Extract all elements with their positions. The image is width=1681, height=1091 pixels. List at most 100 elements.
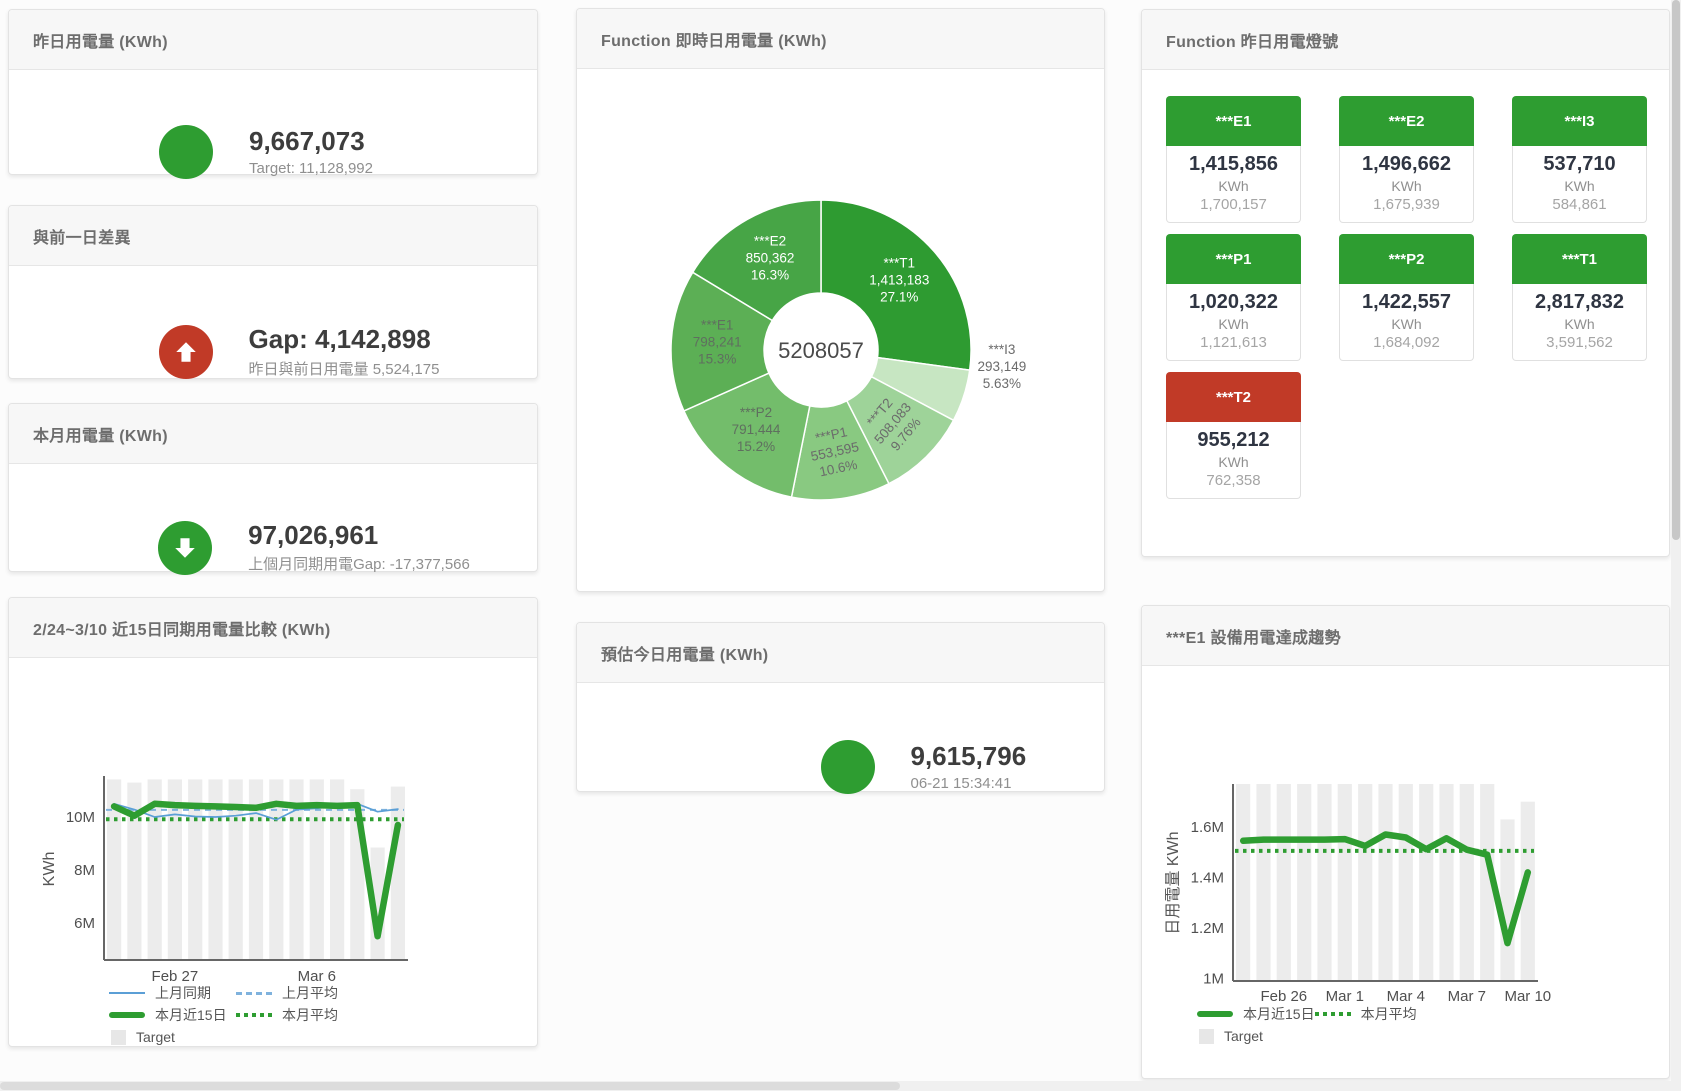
stat-row: 97,026,961 上個月同期用電Gap: -17,377,566: [9, 464, 537, 631]
legend-swatch-dotted: [1314, 1012, 1351, 1016]
vertical-scrollbar-thumb[interactable]: [1672, 0, 1680, 540]
legend-item[interactable]: 上月同期: [109, 983, 236, 1003]
x-tick-label: Mar 4: [1387, 988, 1425, 1005]
card-title: 本月用電量 (KWh): [33, 427, 168, 445]
donut-slice-E2[interactable]: [691, 199, 822, 322]
card-title: 預估今日用電量 (KWh): [601, 646, 769, 664]
vertical-scrollbar-track[interactable]: [1671, 0, 1681, 1091]
legend-item[interactable]: 本月近15日: [1197, 1004, 1315, 1024]
light-tile-target: 3,591,562: [1546, 334, 1613, 351]
card-compare-chart: 2/24~3/10 近15日同期用電量比較 (KWh) 6M 8M 10M Feb 2…: [8, 597, 538, 1047]
light-tile-T2: ***T2 955,212 KWh 762,358: [1166, 372, 1301, 499]
target-bar: [390, 786, 405, 960]
legend-item[interactable]: 本月平均: [1314, 1004, 1429, 1024]
light-tile-target: 584,861: [1552, 196, 1607, 213]
target-bar: [1459, 784, 1474, 981]
light-tile-unit: KWh: [1564, 178, 1595, 194]
target-bar: [1419, 784, 1434, 981]
light-tile-T1: ***T1 2,817,832 KWh 3,591,562: [1512, 234, 1647, 361]
legend-item[interactable]: 上月平均: [236, 983, 363, 1003]
x-tick-label: Mar 10: [1504, 988, 1551, 1005]
donut-slice-label: ***T1 1,413,183 27.1%: [869, 256, 929, 305]
light-tile-value: 2,817,832: [1535, 291, 1624, 313]
horizontal-scrollbar-thumb[interactable]: [0, 1082, 900, 1090]
donut-slice-P2[interactable]: [682, 372, 811, 498]
light-tile-E2: ***E2 1,496,662 KWh 1,675,939: [1339, 96, 1474, 223]
target-bar: [1297, 784, 1312, 981]
stat-row: 9,667,073 Target: 11,128,992: [9, 70, 537, 234]
target-bar: [107, 779, 122, 960]
y-tick-label: 1.6M: [1191, 819, 1224, 836]
target-bar: [147, 779, 162, 960]
legend-row: 上月同期 上月平均: [109, 982, 363, 1004]
card-header: 2/24~3/10 近15日同期用電量比較 (KWh): [9, 598, 537, 658]
light-tile-target: 1,121,613: [1200, 334, 1267, 351]
x-tick-label: Mar 1: [1326, 988, 1364, 1005]
y-tick-label: 1.2M: [1191, 920, 1224, 937]
legend-label: 本月近15日: [1243, 1006, 1315, 1022]
light-tile-value: 955,212: [1197, 429, 1270, 451]
target-bar: [269, 779, 284, 960]
legend-item[interactable]: Target: [109, 1029, 236, 1045]
target-bar: [1378, 784, 1393, 981]
donut-slice-T1[interactable]: [820, 199, 972, 371]
legend-label: 上月同期: [155, 985, 211, 1001]
card-title: Function 即時日用電量 (KWh): [601, 32, 827, 50]
function-usage-donut-chart[interactable]: ***T1 1,413,183 27.1%***I3 293,149 5.63%***T…: [577, 70, 1104, 591]
e1-trend-line-chart[interactable]: 1M 1.2M 1.4M 1.6M Feb 26 Mar 1 Mar 4 Mar 7 Mar 1…: [1142, 667, 1669, 1012]
compare-legend: 上月同期 上月平均本月近15日 本月平均 Target: [109, 982, 363, 1048]
compare-line-chart[interactable]: 6M 8M 10M Feb 27 Mar 6 KWh: [9, 659, 537, 999]
y-tick-label: 1.4M: [1191, 869, 1224, 886]
legend-row: Target: [1197, 1025, 1429, 1047]
stat-subtitle: 昨日與前日用電量 5,524,175: [248, 360, 440, 378]
x-tick-label: Mar 7: [1448, 988, 1486, 1005]
donut-slice-label: ***I3 293,149 5.63%: [977, 342, 1026, 391]
card-title: 昨日用電量 (KWh): [33, 33, 168, 51]
x-tick-label: Mar 6: [298, 968, 336, 985]
card-yesterday-usage: 昨日用電量 (KWh) 9,667,073 Target: 11,128,992: [8, 9, 538, 179]
card-header: 與前一日差異: [9, 206, 537, 266]
light-tile-header: ***E2: [1339, 96, 1474, 146]
target-bar: [127, 782, 142, 960]
light-tile-header: ***T2: [1166, 372, 1301, 422]
card-prev-day-gap: 與前一日差異 Gap: 4,142,898 昨日與前日用電量 5,524,175: [8, 205, 538, 379]
light-tile-grid: ***E1 1,415,856 KWh 1,700,157 ***E2 1,49…: [1166, 96, 1647, 499]
legend-item[interactable]: 本月平均: [236, 1005, 363, 1025]
light-tile-target: 762,358: [1206, 472, 1261, 489]
donut-slice-label: ***E1 798,241 15.3%: [693, 317, 742, 366]
series-line: [1239, 831, 1532, 947]
stat-value: 9,615,796: [910, 741, 1027, 772]
legend-swatch-thick: [1197, 1011, 1233, 1017]
light-tile-P2: ***P2 1,422,557 KWh 1,684,092: [1339, 234, 1474, 361]
light-tile-unit: KWh: [1218, 454, 1249, 470]
legend-swatch-box: [111, 1029, 126, 1045]
light-tile-I3: ***I3 537,710 KWh 584,861: [1512, 96, 1647, 223]
donut-slice-E1[interactable]: [670, 271, 774, 412]
donut-center-total: 5208057: [778, 338, 864, 363]
legend-row: 本月近15日 本月平均: [1197, 1003, 1429, 1025]
target-bar: [248, 779, 264, 960]
light-tile-value: 1,496,662: [1362, 153, 1451, 175]
card-title: 2/24~3/10 近15日同期用電量比較 (KWh): [33, 621, 331, 639]
legend-label: 上月平均: [282, 985, 338, 1001]
x-tick-label: Feb 27: [152, 968, 199, 985]
light-tile-unit: KWh: [1391, 316, 1422, 332]
target-bar: [1236, 784, 1251, 981]
card-header: 昨日用電量 (KWh): [9, 10, 537, 70]
legend-item[interactable]: 本月近15日: [109, 1005, 236, 1025]
light-tile-target: 1,684,092: [1373, 334, 1440, 351]
legend-swatch-dashed: [236, 991, 272, 995]
legend-item[interactable]: Target: [1197, 1028, 1311, 1044]
y-axis-title: KWh: [41, 852, 58, 887]
light-tile-value: 537,710: [1543, 153, 1616, 175]
stat-row: 9,615,796 06-21 15:34:41: [577, 683, 1104, 851]
legend-swatch-box: [1199, 1028, 1214, 1044]
light-tile-unit: KWh: [1218, 316, 1249, 332]
light-tile-unit: KWh: [1564, 316, 1595, 332]
card-estimate-today: 預估今日用電量 (KWh) 9,615,796 06-21 15:34:41: [576, 622, 1105, 794]
status-circle-green: [158, 520, 213, 575]
horizontal-scrollbar-track[interactable]: [0, 1081, 1681, 1091]
stat-subtitle: 上個月同期用電Gap: -17,377,566: [248, 556, 470, 574]
light-tile-target: 1,700,157: [1200, 196, 1267, 213]
target-bar: [289, 779, 304, 960]
